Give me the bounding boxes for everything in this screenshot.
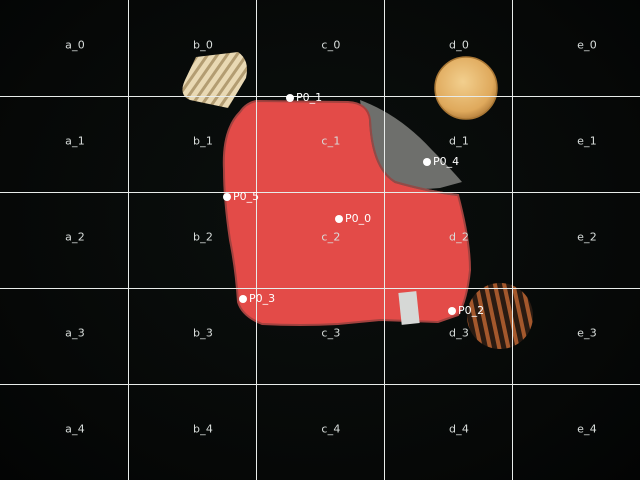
- grid-line-vertical: [128, 0, 129, 480]
- grid-cell-label: c_3: [321, 326, 341, 340]
- keypoint-label: P0_0: [345, 212, 372, 225]
- grid-cell-label: c_0: [321, 38, 341, 52]
- grid-cell-label: a_1: [65, 134, 85, 148]
- grid-cell-label: a_0: [65, 38, 85, 52]
- keypoint-dot: [335, 215, 343, 223]
- grid-cell-label: a_3: [65, 326, 85, 340]
- keypoint-dot: [286, 94, 294, 102]
- grid-cell-label: c_2: [321, 230, 341, 244]
- wood-disc-object: [434, 56, 498, 120]
- grid-line-horizontal: [0, 96, 640, 97]
- grid-cell-label: e_2: [577, 230, 597, 244]
- grid-cell-label: c_1: [321, 134, 341, 148]
- grid-line-vertical: [384, 0, 385, 480]
- grid-cell-label: b_0: [192, 38, 214, 52]
- grid-cell-label: d_1: [448, 134, 470, 148]
- keypoint-dot: [448, 307, 456, 315]
- grid-cell-label: e_4: [577, 422, 597, 436]
- grid-cell-label: a_2: [65, 230, 85, 244]
- grid-cell-label: b_4: [192, 422, 214, 436]
- striped-disc-object: [467, 283, 533, 349]
- grid-cell-label: e_1: [577, 134, 597, 148]
- grid-cell-label: d_2: [448, 230, 470, 244]
- keypoint-label: P0_4: [433, 155, 460, 168]
- keypoint-dot: [223, 193, 231, 201]
- keypoint-label: P0_3: [249, 292, 276, 305]
- grid-cell-label: d_4: [448, 422, 470, 436]
- grid-cell-label: b_1: [192, 134, 214, 148]
- grid-cell-label: b_3: [192, 326, 214, 340]
- grid-cell-label: b_2: [192, 230, 214, 244]
- grid-cell-label: e_0: [577, 38, 597, 52]
- keypoint-label: P0_2: [458, 304, 485, 317]
- keypoint-dot: [423, 158, 431, 166]
- wood-sponge-object: [182, 52, 247, 108]
- grid-cell-label: d_3: [448, 326, 470, 340]
- grid-cell-label: a_4: [65, 422, 85, 436]
- gray-fold: [360, 100, 462, 189]
- grid-line-horizontal: [0, 288, 640, 289]
- keypoint-label: P0_1: [296, 91, 323, 104]
- keypoint-dot: [239, 295, 247, 303]
- red-cloth-object: [222, 99, 472, 326]
- grid-line-vertical: [256, 0, 257, 480]
- grid-cell-label: c_4: [321, 422, 341, 436]
- grid-line-horizontal: [0, 384, 640, 385]
- grid-cell-label: e_3: [577, 326, 597, 340]
- grid-line-vertical: [512, 0, 513, 480]
- grid-cell-label: d_0: [448, 38, 470, 52]
- keypoint-label: P0_5: [233, 190, 260, 203]
- grid-line-horizontal: [0, 192, 640, 193]
